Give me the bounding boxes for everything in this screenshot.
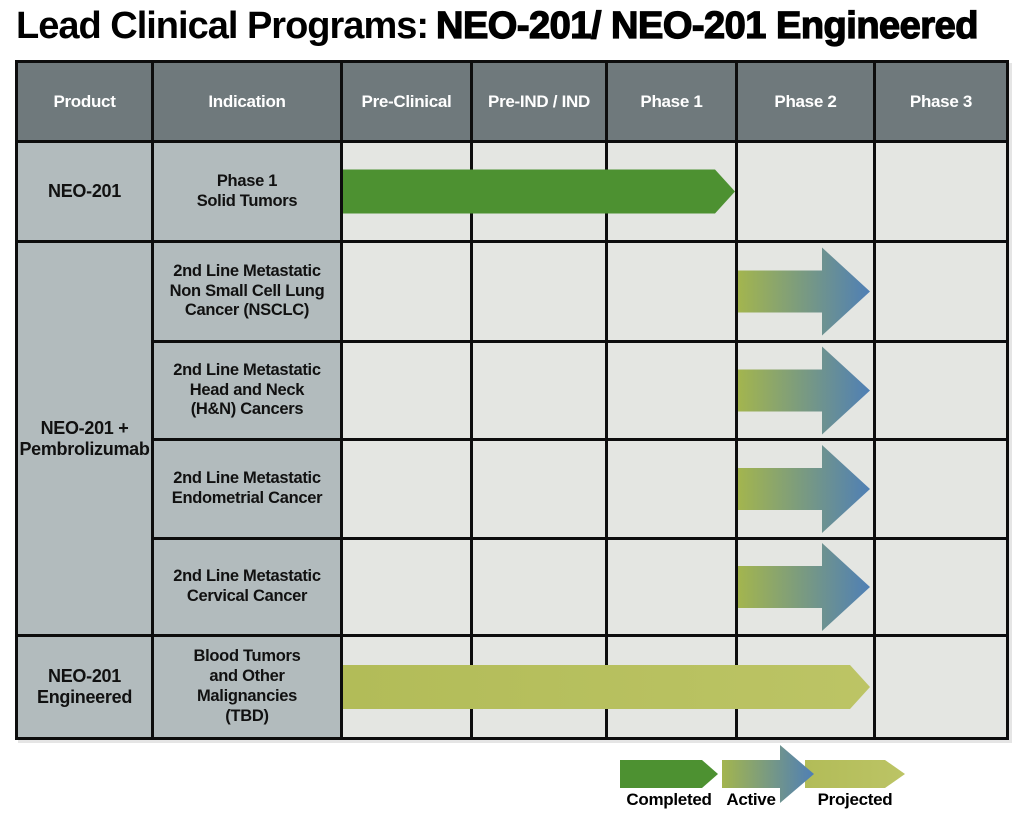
- phase-lane-cell: [473, 343, 605, 438]
- indication-cell: 2nd Line Metastatic Head and Neck (H&N) …: [154, 343, 340, 438]
- phase-lane-cell: [473, 637, 605, 737]
- phase-lane-cell: [343, 143, 470, 240]
- phase-lane-cell: [738, 540, 873, 634]
- pipeline-table: Product Indication Pre-Clinical Pre-IND / I…: [15, 60, 1009, 740]
- phase-lane-cell: [608, 143, 735, 240]
- phase-lane-cell: [738, 143, 873, 240]
- phase-lane-cell: [876, 540, 1006, 634]
- phase-lane-cell: [608, 637, 735, 737]
- indication-cell: 2nd Line Metastatic Cervical Cancer: [154, 540, 340, 634]
- phase-lane-cell: [343, 540, 470, 634]
- product-cell-neo-201-engineered: NEO-201 Engineered: [18, 637, 151, 737]
- active-arrow-sample: [722, 745, 814, 803]
- column-header-phase-1: Phase 1: [608, 63, 735, 140]
- phase-lane-cell: [738, 441, 873, 537]
- column-header-pre-ind-ind: Pre-IND / IND: [473, 63, 605, 140]
- phase-lane-cell: [876, 343, 1006, 438]
- completed-arrow-sample: [620, 760, 718, 788]
- phase-lane-cell: [343, 243, 470, 340]
- column-header-phase-3: Phase 3: [876, 63, 1006, 140]
- phase-lane-cell: [738, 637, 873, 737]
- phase-lane-cell: [876, 243, 1006, 340]
- product-cell-neo-201: NEO-201: [18, 143, 151, 240]
- legend-label-active: Active: [726, 790, 776, 809]
- indication-cell: Blood Tumors and Other Malignancies (TBD…: [154, 637, 340, 737]
- phase-lane-cell: [738, 343, 873, 438]
- phase-lane-cell: [473, 441, 605, 537]
- indication-cell: Phase 1 Solid Tumors: [154, 143, 340, 240]
- phase-lane-cell: [608, 540, 735, 634]
- indication-cell: 2nd Line Metastatic Endometrial Cancer: [154, 441, 340, 537]
- column-header-pre-clinical: Pre-Clinical: [343, 63, 470, 140]
- phase-lane-cell: [876, 637, 1006, 737]
- page-title: Lead Clinical Programs: NEO-201/ NEO-201 …: [16, 4, 979, 48]
- column-header-product: Product: [18, 63, 151, 140]
- phase-lane-cell: [473, 143, 605, 240]
- title-prefix: Lead Clinical Programs:: [16, 5, 429, 47]
- phase-lane-cell: [473, 243, 605, 340]
- legend-active-arrow: [722, 745, 814, 803]
- projected-arrow-sample: [805, 760, 905, 788]
- phase-lane-cell: [608, 343, 735, 438]
- phase-lane-cell: [473, 540, 605, 634]
- phase-lane-cell: [876, 143, 1006, 240]
- phase-lane-cell: [343, 441, 470, 537]
- legend-label-projected: Projected: [817, 790, 893, 809]
- legend-label-completed: Completed: [626, 790, 712, 809]
- legend-projected-arrow: [805, 760, 905, 788]
- phase-lane-cell: [738, 243, 873, 340]
- title-highlight: NEO-201/ NEO-201 Engineered: [435, 4, 979, 47]
- column-header-indication: Indication: [154, 63, 340, 140]
- indication-cell: 2nd Line Metastatic Non Small Cell Lung …: [154, 243, 340, 340]
- legend: Completed Active Projected: [0, 745, 1024, 820]
- phase-lane-cell: [608, 441, 735, 537]
- phase-lane-cell: [343, 637, 470, 737]
- legend-completed-arrow: [620, 760, 718, 788]
- column-header-phase-2: Phase 2: [738, 63, 873, 140]
- phase-lane-cell: [876, 441, 1006, 537]
- phase-lane-cell: [608, 243, 735, 340]
- product-cell-neo-201-pembrolizumab: NEO-201 + Pembrolizumab: [18, 243, 151, 634]
- phase-lane-cell: [343, 343, 470, 438]
